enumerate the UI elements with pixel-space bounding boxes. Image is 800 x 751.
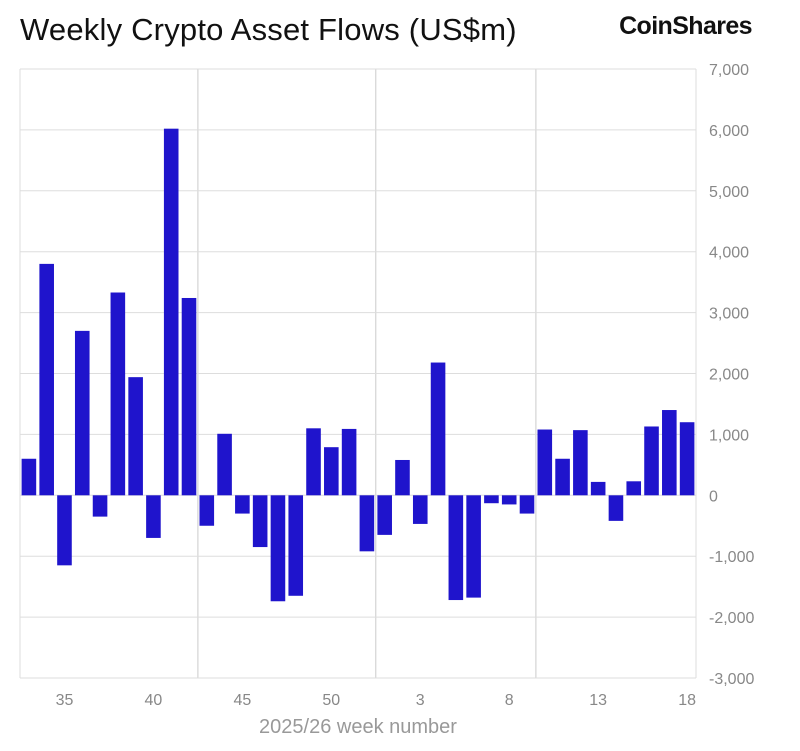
bar-week-7 — [484, 495, 499, 504]
x-tick-label: 40 — [145, 692, 163, 709]
chart-title: Weekly Crypto Asset Flows (US$m) — [20, 12, 517, 47]
bar-week-13 — [590, 481, 606, 496]
bar-week-4 — [430, 362, 446, 496]
bar-week-49 — [306, 428, 321, 496]
bar-week-33 — [21, 458, 37, 496]
bar-week-47 — [270, 495, 286, 602]
bar-week-34 — [39, 263, 54, 496]
x-tick-label: 13 — [589, 692, 607, 709]
y-tick-label: -1,000 — [709, 549, 754, 566]
y-tick-label: -3,000 — [709, 671, 754, 688]
bar-week-10 — [537, 429, 553, 496]
bar-week-18 — [679, 422, 695, 496]
bar-week-15 — [626, 481, 642, 496]
bars — [21, 128, 695, 602]
x-tick-label: 18 — [678, 692, 696, 709]
bar-week-6 — [466, 495, 481, 598]
bar-week-16 — [644, 426, 659, 496]
x-tick-labels: 35 40 45 50 3 8 13 18 — [56, 692, 697, 709]
bar-week-5 — [448, 495, 464, 601]
bar-week-12 — [573, 430, 588, 496]
bar-week-2 — [395, 459, 410, 496]
x-axis-label: 2025/26 week number — [259, 716, 457, 738]
bar-week-50 — [324, 447, 339, 496]
bar-week-14 — [608, 495, 624, 521]
x-tick-label: 35 — [56, 692, 74, 709]
y-tick-labels: 7,000 6,000 5,000 4,000 3,000 2,000 1,000 0 -1,0… — [709, 62, 754, 688]
y-tick-label: 5,000 — [709, 184, 749, 201]
bar-week-11 — [555, 458, 570, 496]
x-tick-label: 50 — [322, 692, 340, 709]
bar-week-42 — [181, 297, 197, 496]
bar-week-52 — [359, 495, 375, 552]
bar-week-1 — [377, 495, 392, 535]
bar-week-17 — [662, 410, 677, 496]
y-tick-label: 3,000 — [709, 306, 749, 323]
y-tick-label: 2,000 — [709, 367, 749, 384]
bar-week-9 — [519, 495, 535, 514]
bar-week-48 — [288, 495, 304, 596]
bar-week-38 — [110, 292, 126, 496]
y-tick-label: -2,000 — [709, 610, 754, 627]
y-tick-label: 0 — [709, 488, 718, 505]
y-tick-label: 7,000 — [709, 62, 749, 79]
bar-week-36 — [74, 330, 90, 496]
bar-week-35 — [57, 495, 72, 566]
bar-week-44 — [217, 433, 232, 496]
bar-week-43 — [199, 495, 215, 526]
brand-logo: CoinShares — [619, 12, 753, 40]
bar-week-45 — [235, 495, 250, 514]
bar-week-51 — [341, 428, 357, 496]
y-tick-label: 4,000 — [709, 245, 749, 262]
y-tick-label: 6,000 — [709, 123, 749, 140]
x-tick-label: 3 — [416, 692, 425, 709]
bar-week-46 — [252, 495, 268, 548]
bar-week-8 — [501, 495, 517, 505]
bar-week-3 — [412, 495, 428, 524]
bar-week-40 — [146, 495, 161, 538]
bar-week-41 — [163, 128, 179, 496]
x-tick-label: 8 — [505, 692, 514, 709]
horizontal-gridlines — [19, 68, 697, 679]
x-tick-label: 45 — [233, 692, 251, 709]
y-tick-label: 1,000 — [709, 427, 749, 444]
bar-week-39 — [128, 377, 143, 496]
bar-week-37 — [92, 495, 108, 517]
